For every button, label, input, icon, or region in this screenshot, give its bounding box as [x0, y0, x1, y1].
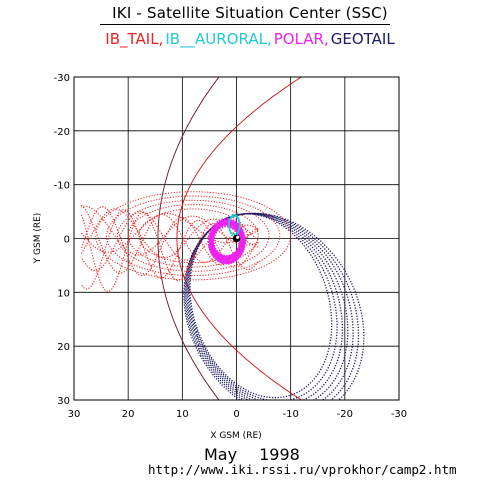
ib-tail-loop: [116, 199, 270, 272]
geotail-orbit: [183, 212, 365, 400]
polar-orbit: [210, 222, 243, 260]
y-tick-label: 0: [64, 235, 70, 246]
footer-year: 1998: [259, 445, 300, 464]
x-tick-label: 30: [68, 409, 81, 420]
y-tick-label: 10: [57, 288, 70, 299]
footer-month: May: [204, 445, 238, 464]
legend-ib-tail: IB_TAIL,: [105, 30, 164, 48]
x-tick-label: -30: [391, 409, 407, 420]
y-tick-label: 30: [57, 396, 70, 407]
x-tick-label: -20: [337, 409, 353, 420]
polar-orbit: [209, 220, 244, 262]
y-tick-label: -20: [54, 127, 70, 138]
ib-tail-loop: [106, 195, 281, 277]
ib-tail-orbit: [80, 204, 259, 274]
x-tick-label: 0: [233, 409, 239, 420]
geotail-orbit: [187, 213, 344, 400]
orbit-traces: [80, 77, 365, 400]
legend-geotail: GEOTAIL: [330, 30, 395, 48]
geotail-orbit: [184, 212, 360, 400]
title-underline: [100, 24, 390, 25]
x-tick-label: -10: [282, 409, 298, 420]
chart-title: IKI - Satellite Situation Center (SSC): [112, 4, 388, 22]
ib-auroral-orbit: [228, 212, 241, 238]
x-tick-label: 20: [122, 409, 135, 420]
legend-ib-auroral: IB__AURORAL,: [165, 30, 272, 48]
plot-frame: [73, 76, 400, 401]
ib-tail-orbit: [80, 212, 259, 293]
legend: IB_TAIL, IB__AURORAL, POLAR, GEOTAIL: [0, 30, 500, 48]
y-tick-label: -30: [54, 73, 70, 84]
legend-polar: POLAR,: [273, 30, 329, 48]
x-axis-label: X GSM (RE): [210, 431, 261, 441]
boundary-inner: [176, 77, 303, 400]
y-tick-label: 20: [57, 342, 70, 353]
earth-highlight: [236, 235, 240, 239]
ib-tail-loop: [127, 204, 259, 268]
ib-tail-orbit: [80, 212, 259, 253]
earth-marker: [232, 234, 241, 243]
ib-tail-loop: [138, 208, 248, 264]
ib-tail-orbit: [81, 205, 259, 256]
x-tick-label: 10: [176, 409, 189, 420]
footer-date: May 1998: [204, 445, 322, 464]
y-tick-label: -10: [54, 181, 70, 192]
y-axis-label: Y GSM (RE): [33, 213, 43, 265]
footer-url: http://www.iki.rssi.ru/vprokhor/camp2.ht…: [148, 462, 457, 477]
ib-tail-loop: [95, 191, 292, 281]
ticks: 30 20 10 0 -10 -20 -30 -30 -20 -10 0 10 20 30: [54, 73, 408, 420]
